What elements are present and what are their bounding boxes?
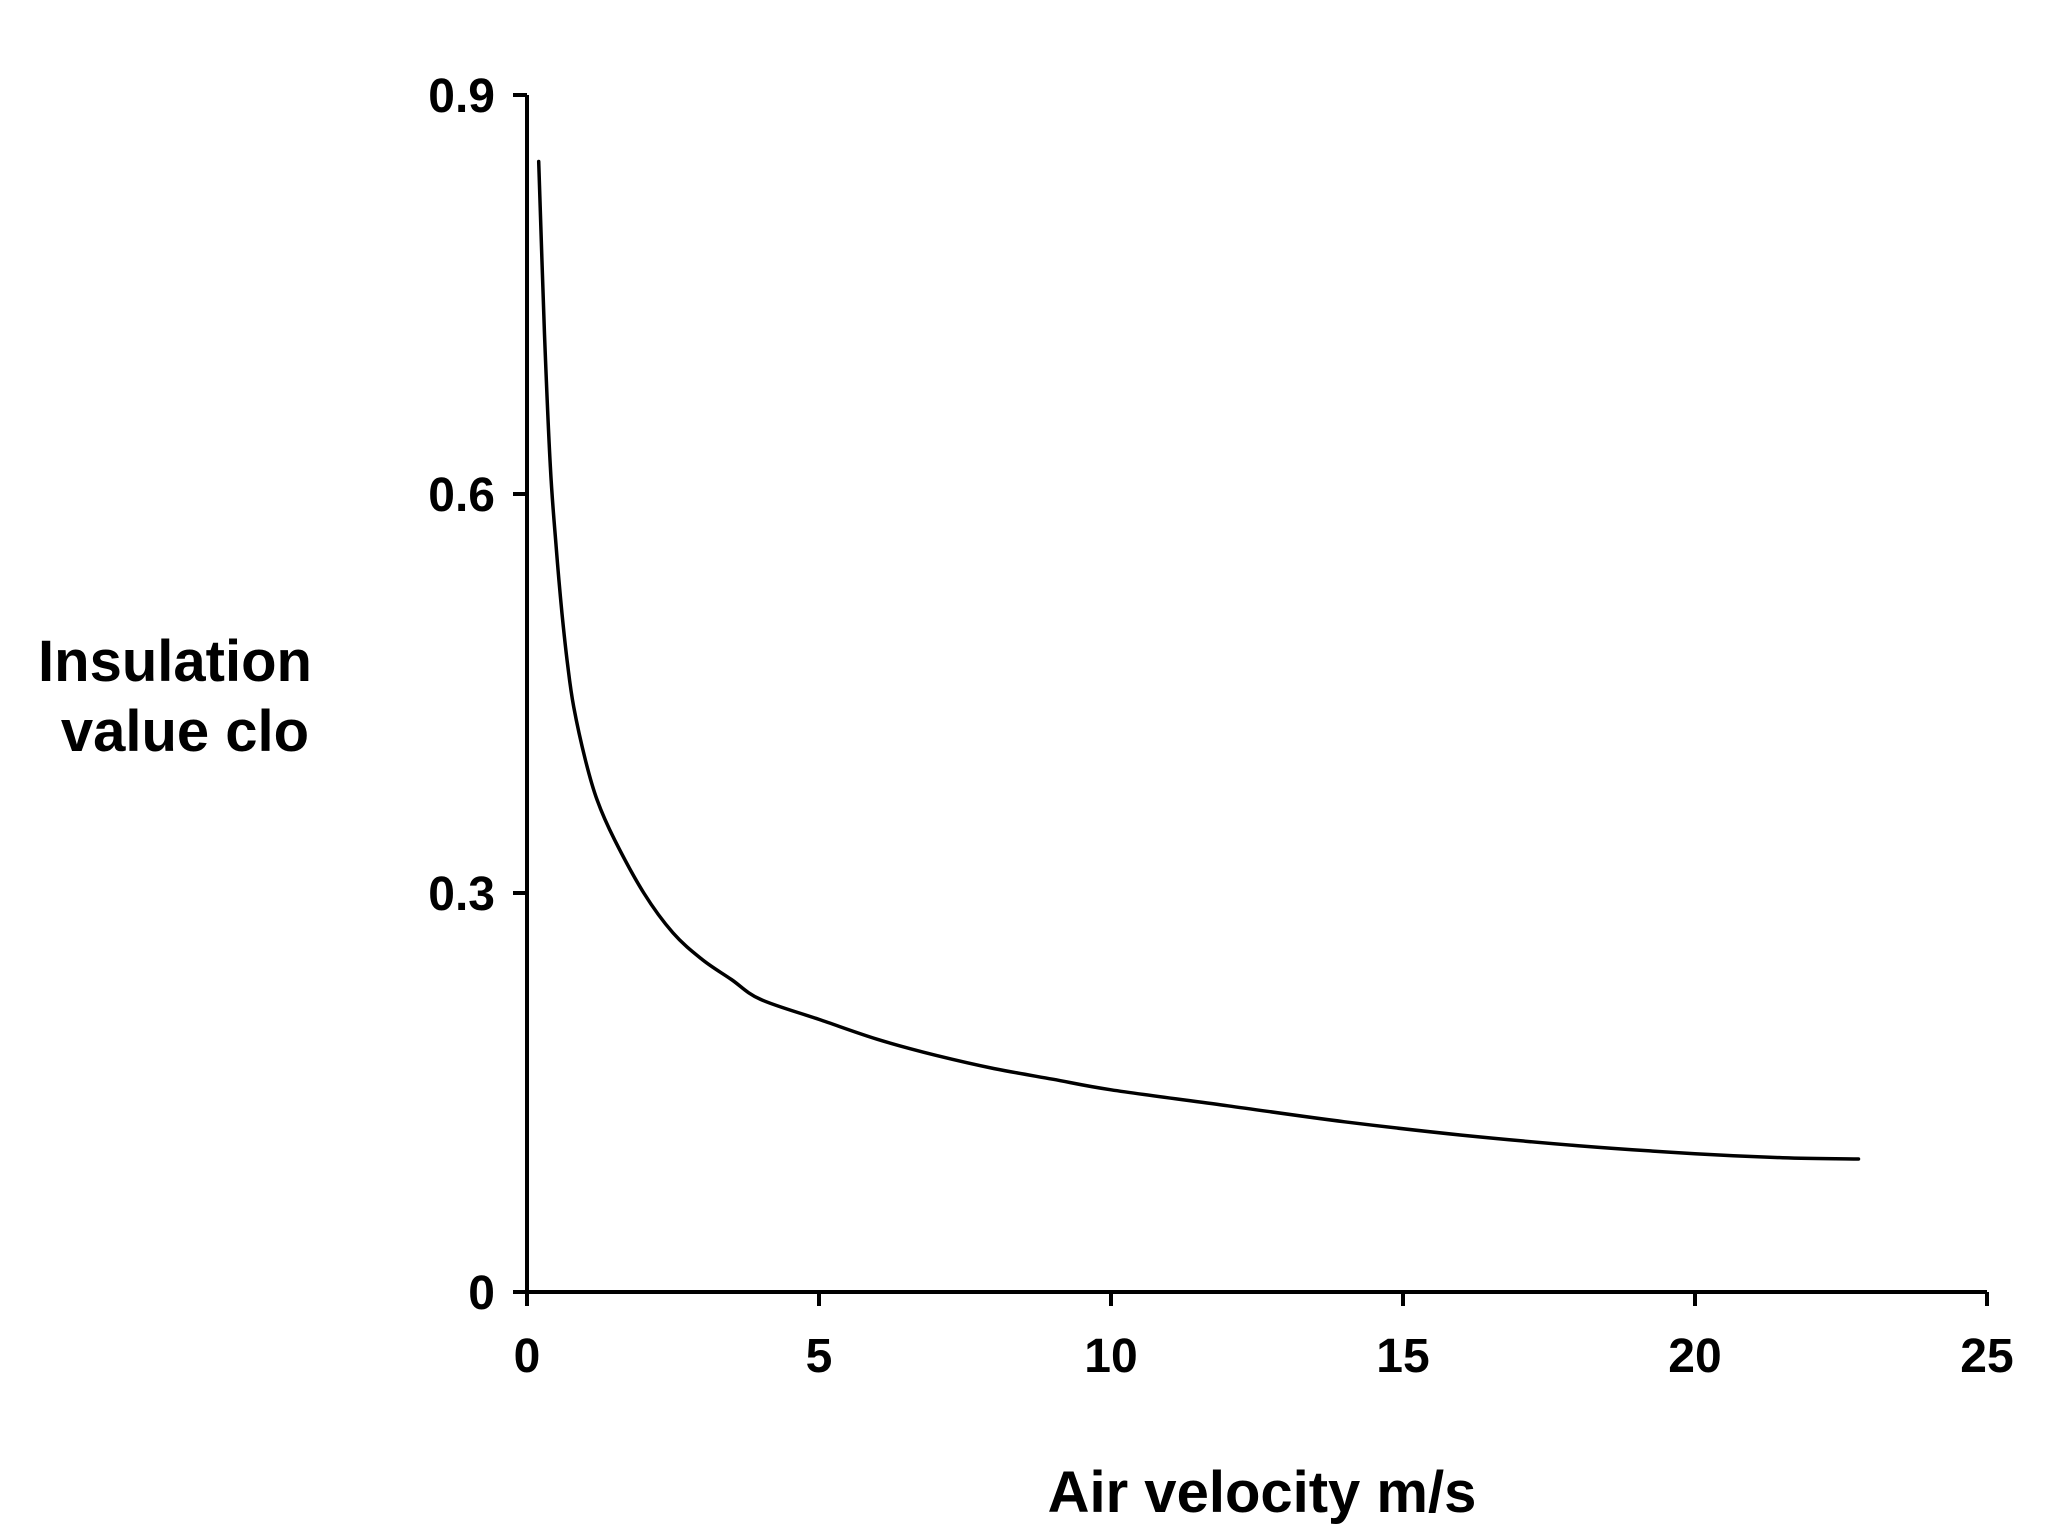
x-tick-label: 10 [1084, 1330, 1137, 1383]
y-tick-label: 0 [468, 1267, 495, 1320]
ticks: 0 5 10 15 20 25 0 0.3 0.6 0.9 [428, 70, 2013, 1383]
y-axis-title-line-1: Insulation [38, 629, 312, 694]
x-tick-label: 20 [1668, 1330, 1721, 1383]
x-tick-label: 5 [806, 1330, 833, 1383]
x-tick-label: 25 [1960, 1330, 2013, 1383]
x-axis-title: Air velocity m/s [1048, 1460, 1477, 1525]
series-line [536, 159, 1861, 1161]
x-tick-label: 15 [1376, 1330, 1429, 1383]
y-tick-label: 0.3 [428, 868, 495, 921]
y-tick-label: 0.6 [428, 469, 495, 522]
y-axis-title-line-2: value clo [61, 699, 309, 764]
y-tick-label: 0.9 [428, 70, 495, 123]
x-tick-label: 0 [514, 1330, 541, 1383]
series-layer [536, 159, 1861, 1161]
axes [525, 95, 1987, 1294]
